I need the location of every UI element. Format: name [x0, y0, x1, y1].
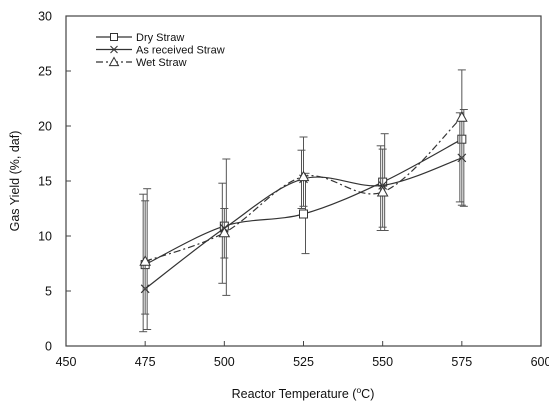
legend-item: As received Straw — [96, 45, 225, 57]
x-axis-label-before: Reactor Temperature ( — [232, 387, 358, 401]
y-tick-label: 25 — [38, 65, 52, 79]
x-axis-label-after: C) — [361, 387, 374, 401]
series-as-received-straw — [139, 112, 467, 333]
x-axis-label-superscript: o — [356, 385, 361, 395]
x-tick-label: 575 — [451, 355, 472, 369]
series-layer — [139, 69, 468, 333]
x-axis-label: Reactor Temperature (oC) — [232, 385, 375, 401]
y-tick-label: 10 — [38, 230, 52, 244]
error-bar — [457, 69, 466, 206]
legend-label: Dry Straw — [136, 32, 184, 44]
data-point — [218, 226, 231, 238]
x-tick-label: 525 — [293, 355, 314, 369]
x-tick-label: 500 — [214, 355, 235, 369]
legend-marker — [108, 56, 120, 67]
x-tick-label: 550 — [372, 355, 393, 369]
data-point — [455, 111, 468, 122]
x-tick-label: 450 — [56, 355, 77, 369]
data-point — [297, 170, 310, 182]
x-axis-ticks: 450 475 500 525 550 575 600 — [56, 341, 549, 369]
legend-item: Wet Straw — [96, 56, 187, 69]
y-axis-ticks: 0 5 10 15 20 25 30 — [38, 10, 71, 354]
y-tick-label: 20 — [38, 120, 52, 134]
x-tick-label: 475 — [135, 355, 156, 369]
y-axis-label: Gas Yield (%, daf) — [8, 131, 22, 232]
x-marker-stroke — [110, 45, 118, 54]
legend-label: Wet Straw — [136, 57, 187, 69]
legend-label: As received Straw — [136, 45, 225, 57]
y-tick-label: 5 — [45, 285, 52, 299]
y-tick-label: 15 — [38, 175, 52, 189]
series-wet-straw — [139, 69, 468, 315]
legend-item: Dry Straw — [96, 32, 184, 44]
legend-marker — [110, 45, 118, 54]
series-dry-straw — [140, 109, 468, 330]
y-tick-label: 30 — [38, 10, 52, 24]
error-bar — [459, 109, 468, 207]
x-tick-label: 600 — [531, 355, 549, 369]
data-point — [299, 209, 308, 219]
legend-marker — [110, 33, 118, 41]
data-point — [139, 255, 152, 266]
data-point — [376, 185, 389, 197]
y-tick-label: 0 — [45, 340, 52, 354]
